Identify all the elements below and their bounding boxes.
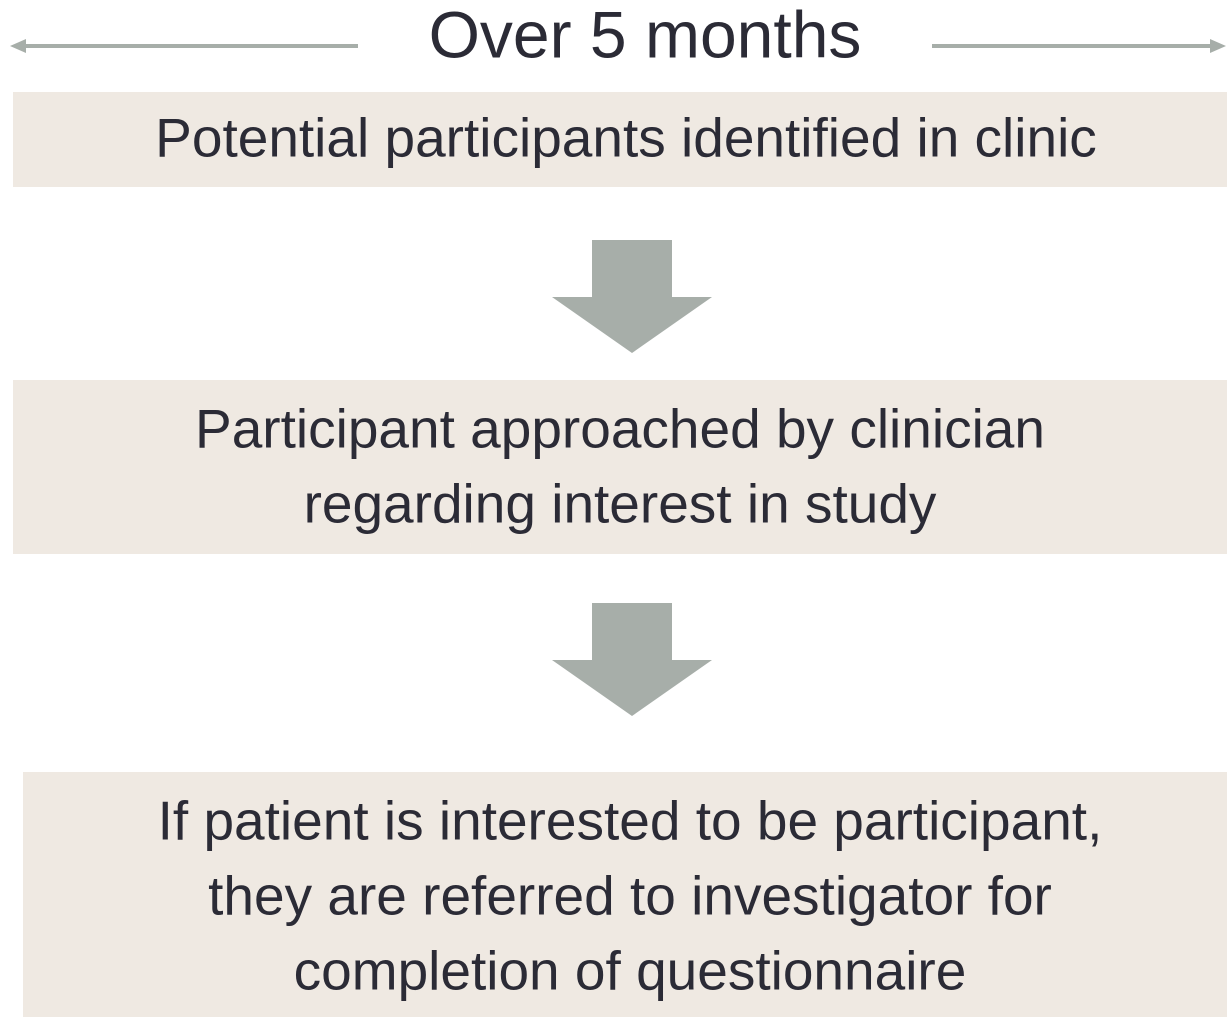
down-arrow <box>552 603 712 716</box>
timeline-left-head <box>10 39 26 53</box>
step-text: completion of questionnaire <box>294 940 967 1002</box>
step-text: regarding interest in study <box>304 473 937 535</box>
step-text: Participant approached by clinician <box>195 398 1045 460</box>
step-text: they are referred to investigator for <box>208 865 1052 927</box>
step-text: If patient is interested to be participa… <box>158 790 1103 852</box>
step-box <box>23 772 1227 1017</box>
timeline-right-head <box>1210 39 1226 53</box>
step-box <box>13 380 1227 554</box>
step-text: Potential participants identified in cli… <box>155 107 1097 169</box>
header-title: Over 5 months <box>429 0 862 71</box>
step-box <box>13 92 1227 187</box>
down-arrow <box>552 240 712 353</box>
